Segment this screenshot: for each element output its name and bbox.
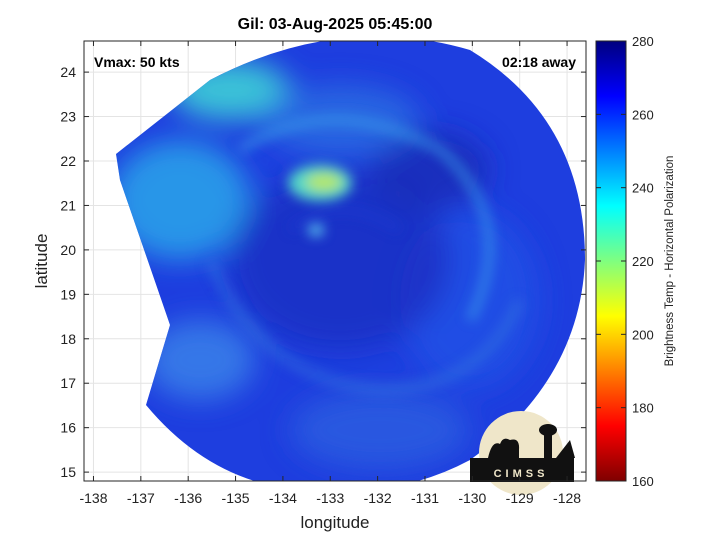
chart-title: Gil: 03-Aug-2025 05:45:00 (238, 16, 433, 33)
y-tick-label: 24 (60, 64, 76, 80)
cimss-logo (470, 411, 575, 495)
colorbar-tick-label: 240 (632, 181, 654, 196)
colorbar-tick-label: 200 (632, 327, 654, 342)
x-axis: -138 -137 -136 -135 -134 -133 -132 -131 -130 -129… (79, 41, 581, 506)
logo-text: CIMSS (494, 468, 549, 480)
x-tick-label: -130 (458, 490, 486, 506)
x-tick-label: -131 (411, 490, 439, 506)
x-tick-label: -132 (364, 490, 392, 506)
x-tick-label: -136 (174, 490, 202, 506)
x-tick-label: -137 (127, 490, 155, 506)
x-tick-label: -128 (553, 490, 581, 506)
vmax-annotation: Vmax: 50 kts (94, 54, 180, 70)
colorbar-label: Brightness Temp - Horizontal Polarizatio… (664, 156, 676, 367)
colorbar-tick-label: 160 (632, 474, 654, 489)
x-tick-label: -133 (316, 490, 344, 506)
colorbar-tick-label: 180 (632, 401, 654, 416)
x-axis-label: longitude (300, 513, 369, 532)
colorbar-ticks: 160 180 200 220 240 260 280 (596, 34, 654, 489)
colorbar-tick-label: 260 (632, 107, 654, 122)
y-tick-label: 20 (60, 242, 76, 258)
y-axis: 15 16 17 18 19 20 21 22 23 24 (60, 64, 586, 480)
axes-frame (83, 40, 587, 482)
x-tick-label: -134 (269, 490, 297, 506)
swath-image (116, 41, 585, 481)
y-tick-label: 21 (60, 197, 76, 213)
y-tick-label: 22 (60, 153, 76, 169)
x-tick-label: -129 (506, 490, 534, 506)
y-tick-label: 15 (60, 464, 76, 480)
y-tick-label: 23 (60, 109, 76, 125)
y-tick-label: 16 (60, 420, 76, 436)
time-away-annotation: 02:18 away (502, 54, 576, 70)
colorbar-tick-label: 280 (632, 34, 654, 49)
y-tick-label: 17 (60, 375, 76, 391)
x-tick-label: -138 (79, 490, 107, 506)
x-tick-label: -135 (222, 490, 250, 506)
y-tick-label: 19 (60, 286, 76, 302)
y-axis-label: latitude (32, 234, 51, 289)
colorbar-tick-label: 220 (632, 254, 654, 269)
y-tick-label: 18 (60, 331, 76, 347)
